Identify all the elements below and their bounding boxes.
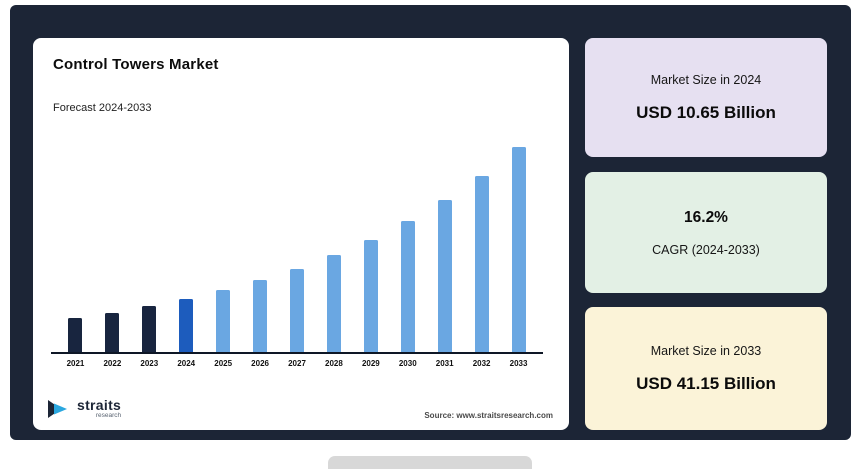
bar-2022 (94, 313, 131, 352)
bar-2026 (242, 280, 279, 352)
bar-2023 (131, 306, 168, 352)
x-axis-labels: 2021 2022 2023 2024 2025 2026 2027 2028 2029 2030… (51, 359, 543, 368)
bar-rect (179, 299, 194, 352)
stat-value: 16.2% (684, 208, 728, 226)
x-tick-label: 2031 (435, 359, 454, 368)
bar-rect (474, 176, 489, 352)
bar-chart: 2021 2022 2023 2024 2025 2026 2027 2028 2029 2030… (51, 138, 543, 368)
bar-2027 (279, 269, 316, 352)
page-peek-bar (328, 456, 532, 469)
x-tick-label: 2028 (325, 359, 343, 368)
x-tick-label: 2024 (177, 359, 196, 368)
stat-label: CAGR (2024-2033) (652, 242, 760, 257)
straits-logo-icon (48, 400, 67, 418)
bar-rect (326, 255, 341, 352)
dark-background-panel: Control Towers Market Forecast 2024-2033… (10, 5, 851, 440)
stat-value: USD 41.15 Billion (636, 373, 776, 393)
bar-2029 (352, 240, 389, 352)
bar-2021 (57, 318, 94, 352)
bar-rect (363, 240, 378, 352)
chart-card: Control Towers Market Forecast 2024-2033… (33, 38, 569, 430)
bar-2025 (205, 290, 242, 352)
bar-rect (289, 269, 304, 352)
x-tick-label: 2025 (214, 359, 233, 368)
x-tick-label: 2026 (251, 359, 269, 368)
x-tick-label: 2033 (509, 359, 528, 368)
stat-value: USD 10.65 Billion (636, 102, 776, 122)
stat-label: Market Size in 2033 (650, 343, 762, 358)
straits-research-logo: straits research (47, 398, 121, 420)
bar-2028 (315, 255, 352, 352)
chart-subtitle: Forecast 2024-2033 (53, 102, 152, 114)
chart-footer: straits research Source: www.straitsrese… (47, 398, 553, 420)
x-tick-label: 2027 (288, 359, 306, 368)
chart-title: Control Towers Market (53, 56, 219, 73)
logo-subtitle: research (95, 412, 122, 420)
bar-2030 (389, 221, 426, 352)
bar-rect (68, 318, 83, 352)
logo-name: straits (77, 397, 122, 414)
stat-label: Market Size in 2024 (650, 72, 762, 87)
x-tick-label: 2021 (66, 359, 85, 368)
bar-rect (511, 147, 526, 352)
bar-rect (105, 313, 120, 352)
x-tick-label: 2022 (103, 359, 122, 368)
bar-rect (216, 290, 231, 352)
x-tick-label: 2029 (361, 359, 380, 368)
stat-card-market-size-2033: Market Size in 2033 USD 41.15 Billion (585, 307, 827, 430)
bar-2033 (500, 147, 537, 352)
bar-rect (437, 200, 452, 352)
bar-rect (253, 280, 268, 352)
bar-rect (142, 306, 157, 352)
stat-card-cagr: 16.2% CAGR (2024-2033) (585, 172, 827, 293)
logo-text: straits research (77, 398, 121, 420)
x-tick-label: 2032 (472, 359, 491, 368)
bar-2032 (463, 176, 500, 352)
source-attribution: Source: www.straitsresearch.com (424, 411, 553, 420)
x-tick-label: 2023 (140, 359, 159, 368)
stat-card-market-size-2024: Market Size in 2024 USD 10.65 Billion (585, 38, 827, 157)
bar-rect (400, 221, 415, 352)
bar-series (51, 145, 543, 354)
x-tick-label: 2030 (398, 359, 417, 368)
bar-2024 (168, 299, 205, 352)
bar-2031 (426, 200, 463, 352)
